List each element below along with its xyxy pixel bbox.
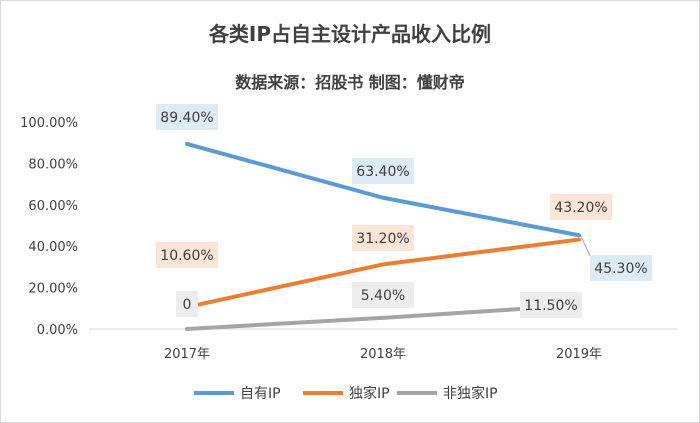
data-label: 0 (183, 297, 192, 313)
axis-layer: 0.00% 20.00% 40.00% 60.00% 80.00% 100.00% 2017… (20, 116, 677, 362)
data-label: 5.40% (361, 288, 405, 304)
data-labels: 89.40% 63.40% 45.30% 10.60% 31.20% 43.20% 0 5.4… (156, 104, 652, 318)
data-label-box (550, 194, 612, 220)
y-tick-label: 60.00% (28, 199, 78, 214)
x-tick-label: 2019年 (556, 347, 602, 362)
y-tick-label: 80.00% (28, 157, 78, 172)
data-label: 89.40% (160, 110, 213, 126)
data-label: 10.60% (160, 248, 213, 264)
legend-label: 自有IP (240, 386, 281, 402)
data-label-box (176, 291, 198, 317)
series-line (185, 237, 581, 310)
data-label: 63.40% (356, 164, 409, 180)
data-label-box (352, 282, 414, 308)
legend: 自有IP 独家IP 非独家IP (194, 385, 498, 402)
legend-label: 非独家IP (443, 385, 498, 402)
data-label: 45.30% (594, 261, 647, 277)
data-label-box (352, 158, 414, 184)
data-label-box (590, 255, 652, 281)
data-label-box (352, 225, 414, 251)
data-label: 31.20% (356, 231, 409, 247)
y-tick-label: 100.00% (20, 116, 78, 131)
chart-subtitle: 数据来源：招股书 制图：懂财帝 (235, 73, 465, 92)
x-tick-label: 2018年 (360, 347, 406, 362)
chart-title: 各类IP占自主设计产品收入比例 (208, 22, 491, 46)
y-tick-label: 20.00% (28, 282, 78, 297)
y-tick-label: 0.00% (37, 323, 78, 338)
data-label-box (156, 242, 218, 268)
y-tick-label: 40.00% (28, 240, 78, 255)
label-leader-line (580, 236, 591, 257)
data-label: 11.50% (524, 298, 577, 314)
series-line (185, 141, 581, 238)
x-tick-label: 2017年 (164, 347, 210, 362)
data-label: 43.20% (554, 200, 607, 216)
series-line (185, 303, 581, 331)
series-lines (185, 141, 581, 331)
legend-label: 独家IP (349, 385, 390, 402)
data-label-box (520, 292, 582, 318)
data-label-box (156, 104, 218, 130)
